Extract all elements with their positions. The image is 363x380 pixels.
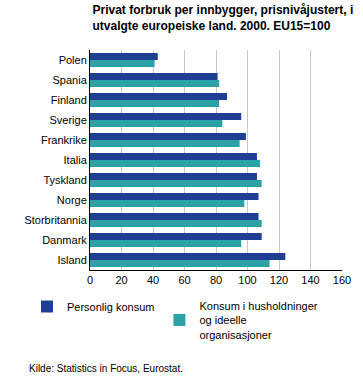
svg-text:Tyskland: Tyskland	[43, 174, 86, 186]
svg-text:Privat forbruk per innbygger,: Privat forbruk per innbygger, prisnivåju…	[93, 3, 354, 33]
svg-text:Norge: Norge	[57, 194, 87, 206]
svg-text:Italia: Italia	[64, 154, 88, 166]
svg-text:Frankrike: Frankrike	[41, 134, 87, 146]
svg-text:Storbritannia: Storbritannia	[24, 214, 87, 226]
svg-text:80: 80	[210, 274, 222, 286]
svg-text:Konsum i husholdningerog ideel: Konsum i husholdningerog ideelleorganisa…	[199, 300, 317, 341]
svg-text:160: 160	[333, 274, 351, 286]
svg-text:120: 120	[270, 274, 288, 286]
svg-text:Polen: Polen	[59, 54, 87, 66]
svg-text:Danmark: Danmark	[42, 234, 87, 246]
svg-text:Personlig konsum: Personlig konsum	[67, 301, 154, 313]
svg-text:60: 60	[178, 274, 190, 286]
svg-text:40: 40	[147, 274, 159, 286]
svg-text:Finland: Finland	[51, 94, 87, 106]
svg-text:140: 140	[301, 274, 319, 286]
svg-text:Sverige: Sverige	[50, 114, 87, 126]
svg-text:Spania: Spania	[53, 74, 88, 86]
svg-text:Kilde: Statistics in Focus, Eu: Kilde: Statistics in Focus, Eurostat.	[29, 363, 183, 374]
svg-text:0: 0	[87, 274, 93, 286]
svg-text:Island: Island	[57, 254, 86, 266]
svg-text:20: 20	[115, 274, 127, 286]
svg-text:100: 100	[238, 274, 256, 286]
